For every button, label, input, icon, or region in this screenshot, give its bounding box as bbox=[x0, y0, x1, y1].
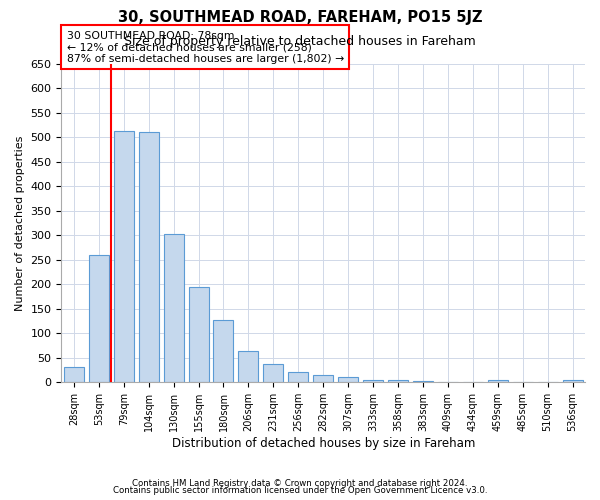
Bar bbox=[114, 131, 134, 382]
X-axis label: Distribution of detached houses by size in Fareham: Distribution of detached houses by size … bbox=[172, 437, 475, 450]
Bar bbox=[263, 364, 283, 382]
Bar bbox=[64, 367, 84, 382]
Bar bbox=[563, 380, 583, 382]
Bar bbox=[288, 372, 308, 382]
Bar bbox=[188, 287, 209, 382]
Text: Contains HM Land Registry data © Crown copyright and database right 2024.: Contains HM Land Registry data © Crown c… bbox=[132, 478, 468, 488]
Bar bbox=[488, 380, 508, 382]
Bar bbox=[164, 234, 184, 382]
Bar bbox=[89, 255, 109, 382]
Y-axis label: Number of detached properties: Number of detached properties bbox=[15, 136, 25, 311]
Bar bbox=[139, 132, 158, 382]
Text: Size of property relative to detached houses in Fareham: Size of property relative to detached ho… bbox=[124, 35, 476, 48]
Bar bbox=[363, 380, 383, 382]
Text: Contains public sector information licensed under the Open Government Licence v3: Contains public sector information licen… bbox=[113, 486, 487, 495]
Text: 30 SOUTHMEAD ROAD: 78sqm
← 12% of detached houses are smaller (258)
87% of semi-: 30 SOUTHMEAD ROAD: 78sqm ← 12% of detach… bbox=[67, 31, 344, 64]
Bar bbox=[338, 378, 358, 382]
Bar bbox=[388, 380, 408, 382]
Bar bbox=[214, 320, 233, 382]
Bar bbox=[413, 381, 433, 382]
Bar bbox=[238, 352, 259, 382]
Bar bbox=[313, 375, 333, 382]
Text: 30, SOUTHMEAD ROAD, FAREHAM, PO15 5JZ: 30, SOUTHMEAD ROAD, FAREHAM, PO15 5JZ bbox=[118, 10, 482, 25]
